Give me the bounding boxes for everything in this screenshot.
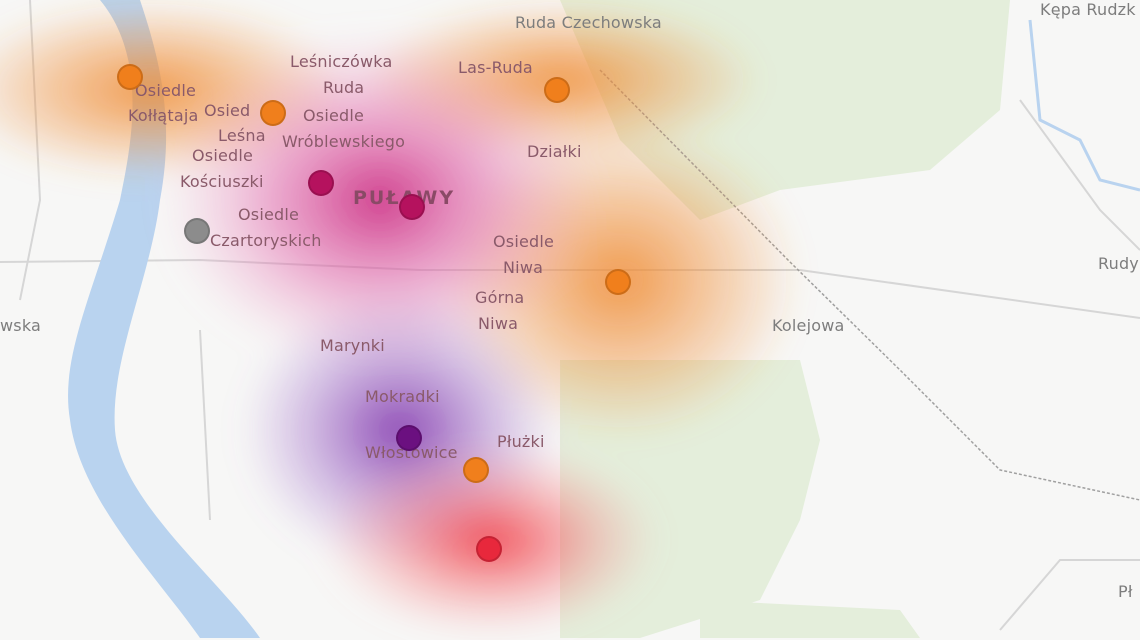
place-label: Ruda xyxy=(323,78,365,97)
place-label: Leśniczówka xyxy=(290,52,393,71)
place-label: Osiedle xyxy=(493,232,555,251)
marker-gray[interactable] xyxy=(184,218,210,244)
marker-orange[interactable] xyxy=(260,100,286,126)
place-label: Działki xyxy=(527,142,582,161)
marker-orange[interactable] xyxy=(605,269,631,295)
place-label: Wróblewskiego xyxy=(282,132,406,151)
place-label: Górna xyxy=(475,288,525,307)
place-label: Kościuszki xyxy=(180,172,264,191)
place-label: Niwa xyxy=(503,258,544,277)
place-label: Ruda Czechowska xyxy=(515,13,662,32)
marker-crimson[interactable] xyxy=(399,194,425,220)
place-label: Kępa Rudzk xyxy=(1040,0,1136,19)
place-label: Pł xyxy=(1118,582,1133,601)
place-label: Płużki xyxy=(497,432,545,451)
place-label: Czartoryskich xyxy=(210,231,322,250)
marker-orange[interactable] xyxy=(544,77,570,103)
marker-orange[interactable] xyxy=(117,64,143,90)
place-label: Osiedle xyxy=(192,146,254,165)
place-label: Kolejowa xyxy=(772,316,845,335)
stream xyxy=(1028,19,1140,192)
place-label: Włostowice xyxy=(365,443,458,462)
marker-crimson[interactable] xyxy=(308,170,334,196)
place-label: Kołłątaja xyxy=(128,106,199,125)
place-label: Mokradki xyxy=(365,387,440,406)
place-label: Osiedle xyxy=(303,106,365,125)
place-label: Rudy xyxy=(1098,254,1139,273)
place-label: wska xyxy=(0,316,42,335)
marker-purple[interactable] xyxy=(396,425,422,451)
river xyxy=(68,0,260,638)
place-label: Leśna xyxy=(218,126,266,145)
place-label: Marynki xyxy=(320,336,385,355)
place-label: Osiedle xyxy=(238,205,300,224)
marker-orange[interactable] xyxy=(463,457,489,483)
place-label: Niwa xyxy=(478,314,519,333)
place-label: Osiedle xyxy=(135,81,197,100)
place-label: Osied xyxy=(204,101,251,120)
marker-red[interactable] xyxy=(476,536,502,562)
place-label: Las-Ruda xyxy=(458,58,533,77)
